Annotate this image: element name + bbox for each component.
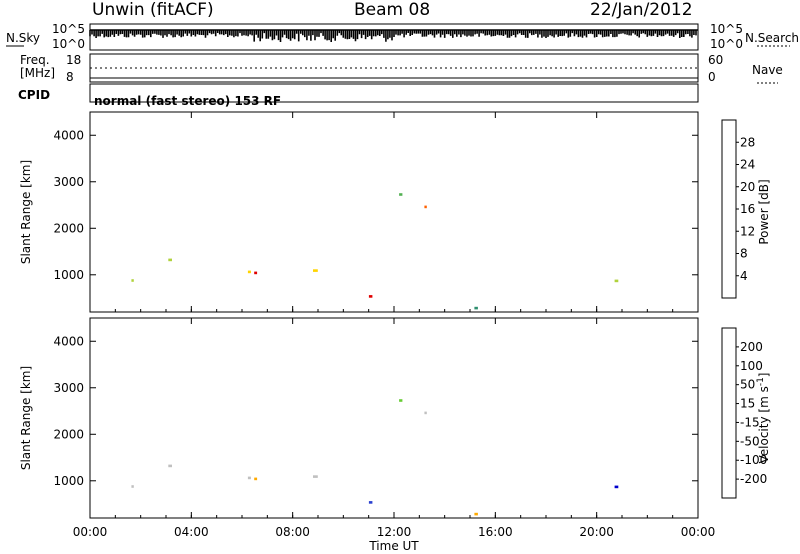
velocity-y-axis: 4000 3000 2000 1000: [53, 334, 698, 488]
nsky-panel-frame: [89, 23, 699, 51]
y-tick-label: 1000: [53, 474, 84, 488]
echo-cell: [399, 399, 403, 402]
colorbar-tick-label: 20: [740, 180, 755, 194]
nave-label: Nave: [752, 63, 783, 77]
beam-title: Beam 08: [354, 0, 431, 20]
x-axis-label: Time UT: [368, 539, 419, 553]
y-tick-label: 3000: [53, 175, 84, 189]
echo-cell: [247, 270, 251, 274]
echo-cell: [254, 477, 258, 481]
nsearch-label: N.Search: [745, 31, 800, 45]
velocity-heatmap: [131, 399, 619, 516]
nsky-trace: [89, 29, 698, 42]
cpid-text: normal (fast stereo) 153 RF: [94, 94, 282, 108]
nsky-bars: [89, 30, 697, 42]
colorbar-tick-label: 16: [740, 202, 755, 216]
echo-cell: [474, 512, 478, 516]
nsearch-tick-high: 10^5: [710, 22, 743, 36]
echo-cell: [168, 258, 172, 262]
cpid-label: CPID: [18, 88, 51, 102]
freq-label-line2: [MHz]: [20, 66, 56, 80]
x-tick-label: 08:00: [275, 525, 310, 539]
power-panel-frame: [89, 111, 699, 313]
x-tick-label: 12:00: [377, 525, 412, 539]
velocity-colorbar-label-main: Velocity [m s: [757, 386, 771, 463]
colorbar-tick-label: 50: [740, 378, 755, 392]
colorbar-tick-label: -100: [740, 453, 767, 467]
x-tick-label: 00:00: [73, 525, 108, 539]
echo-cell: [474, 306, 478, 310]
y-tick-label: 3000: [53, 381, 84, 395]
echo-cell: [614, 279, 619, 283]
velocity-colorbar-label-end: ]: [757, 373, 771, 378]
echo-cell: [424, 205, 427, 209]
echo-cell: [247, 476, 251, 480]
y-tick-label: 4000: [53, 334, 84, 348]
velocity-ylabel: Slant Range [km]: [19, 366, 33, 470]
echo-cell: [131, 279, 134, 282]
y-tick-label: 1000: [53, 268, 84, 282]
colorbar-tick-label: -50: [740, 434, 760, 448]
colorbar-frame: [721, 327, 737, 499]
nsky-tick-low: 10^0: [52, 37, 85, 51]
power-colorbar: 28 24 20 16 12 8 4: [721, 119, 755, 299]
power-ylabel: Slant Range [km]: [19, 160, 33, 264]
power-colorbar-label: Power [dB]: [757, 179, 771, 244]
colorbar-frame: [721, 119, 737, 299]
freq-tick-low: 8: [66, 70, 74, 84]
station-title: Unwin (fitACF): [92, 0, 214, 20]
date-title: 22/Jan/2012: [590, 0, 693, 20]
velocity-panel-frame: [89, 317, 699, 519]
velocity-colorbar-label: Velocity [m s-1]: [756, 373, 771, 464]
power-y-axis: 4000 3000 2000 1000: [53, 128, 698, 282]
colorbar-tick-label: -15: [740, 415, 760, 429]
velocity-colorbar-label-sup: -1: [756, 377, 766, 386]
power-heatmap: [131, 193, 619, 310]
colorbar-tick-label: 200: [740, 340, 763, 354]
echo-cell: [168, 464, 172, 468]
x-axis: 00:00 04:00 08:00 12:00 16:00 20:00 00:00: [73, 112, 716, 539]
echo-cell: [424, 411, 427, 415]
echo-cell: [313, 269, 318, 272]
echo-cell: [131, 485, 134, 488]
freq-label-line1: Freq.: [20, 53, 50, 67]
nave-tick-low: 0: [708, 70, 716, 84]
colorbar-tick-label: 15: [740, 397, 755, 411]
y-tick-label: 4000: [53, 128, 84, 142]
y-tick-label: 2000: [53, 427, 84, 441]
freq-tick-high: 18: [66, 53, 82, 67]
echo-cell: [368, 295, 373, 298]
echo-cell: [254, 271, 258, 275]
cpid-panel-frame: [89, 83, 699, 103]
colorbar-tick-label: 100: [740, 359, 763, 373]
x-tick-label: 20:00: [579, 525, 614, 539]
echo-cell: [399, 193, 403, 196]
colorbar-tick-label: -200: [740, 472, 767, 486]
x-tick-label: 00:00: [681, 525, 716, 539]
nave-tick-high: 60: [708, 53, 724, 67]
colorbar-tick-label: 28: [740, 135, 755, 149]
colorbar-tick-label: 24: [740, 158, 755, 172]
x-tick-label: 16:00: [478, 525, 513, 539]
velocity-colorbar: 200 100 50 15 -15 -50 -100 -200: [721, 327, 767, 499]
colorbar-tick-label: 12: [740, 224, 755, 238]
echo-cell: [313, 475, 318, 478]
nsky-tick-high: 10^5: [52, 22, 85, 36]
y-tick-label: 2000: [53, 221, 84, 235]
x-tick-label: 04:00: [174, 525, 209, 539]
colorbar-tick-label: 4: [740, 269, 748, 283]
echo-cell: [368, 501, 373, 504]
nsky-label: N.Sky: [6, 31, 41, 45]
colorbar-tick-label: 8: [740, 247, 748, 261]
nsearch-tick-low: 10^0: [710, 37, 743, 51]
echo-cell: [614, 485, 619, 489]
